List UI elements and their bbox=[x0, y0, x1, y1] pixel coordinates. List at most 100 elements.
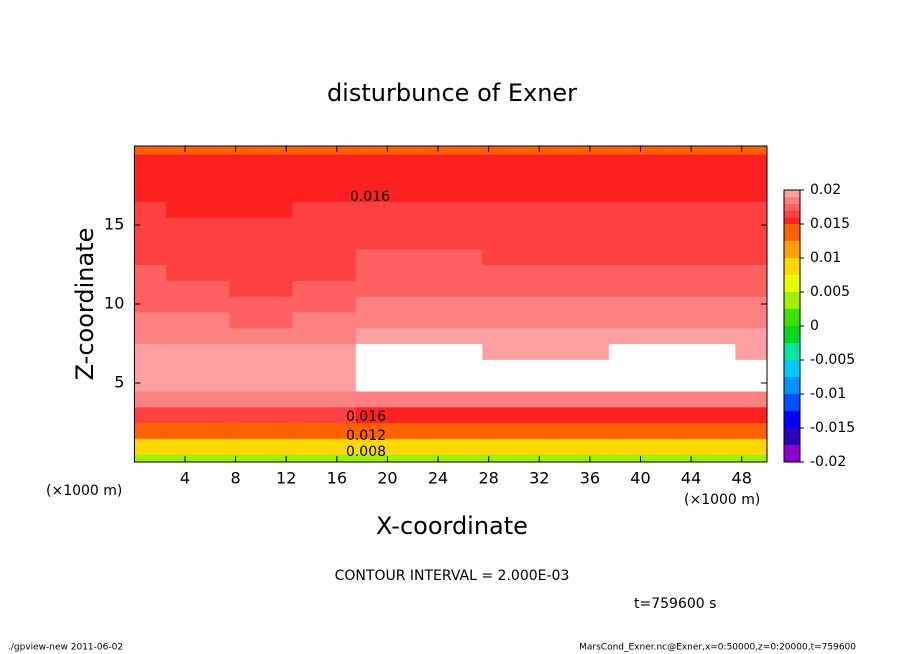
field-cell bbox=[545, 327, 610, 345]
field-cell bbox=[134, 311, 167, 329]
field-cell bbox=[229, 153, 294, 171]
field-cell bbox=[229, 185, 294, 202]
field-cell bbox=[166, 454, 230, 462]
field-cell bbox=[545, 169, 610, 187]
field-cell bbox=[355, 185, 420, 202]
field-cell bbox=[545, 296, 610, 313]
field-cell bbox=[672, 217, 736, 234]
field-cell bbox=[672, 201, 736, 218]
field-cell bbox=[672, 153, 736, 171]
field-cell bbox=[419, 153, 483, 171]
field-cell bbox=[608, 169, 673, 187]
field-cell bbox=[419, 390, 483, 408]
x-tick-label: 4 bbox=[180, 469, 190, 488]
field-cell bbox=[292, 454, 357, 462]
field-cell bbox=[672, 406, 736, 424]
field-cell bbox=[166, 169, 230, 187]
colorbar-box bbox=[784, 309, 800, 326]
colorbar-box bbox=[784, 428, 800, 445]
field-cell bbox=[355, 217, 420, 234]
field-cell bbox=[482, 201, 547, 218]
field-cell bbox=[482, 375, 547, 392]
field-cell bbox=[292, 327, 357, 345]
field-cell bbox=[672, 169, 736, 187]
field-cell bbox=[482, 422, 547, 439]
field-cell bbox=[419, 264, 483, 281]
colorbar-box bbox=[784, 394, 800, 411]
field-cell bbox=[134, 438, 167, 455]
field-cell bbox=[672, 454, 736, 462]
field-cell bbox=[355, 264, 420, 281]
colorbar-box bbox=[784, 224, 800, 241]
field-cell bbox=[482, 343, 547, 360]
field-cell bbox=[166, 217, 230, 234]
field-cell bbox=[134, 406, 167, 424]
field-cell bbox=[482, 390, 547, 408]
field-cell bbox=[292, 146, 357, 155]
field-cell bbox=[292, 153, 357, 171]
field-cell bbox=[229, 359, 294, 376]
colorbar-box bbox=[784, 326, 800, 343]
field-cell bbox=[545, 146, 610, 155]
footer-left: ./gpview-new 2011-06-02 bbox=[8, 643, 123, 653]
field-cell bbox=[608, 248, 673, 266]
field-cell bbox=[292, 280, 357, 297]
field-cell bbox=[735, 438, 767, 455]
colorbar-tick-label: 0.01 bbox=[810, 250, 841, 266]
field-cell bbox=[134, 153, 167, 171]
field-cell bbox=[229, 311, 294, 329]
field-cell bbox=[419, 217, 483, 234]
field-cell bbox=[672, 185, 736, 202]
field-cell bbox=[229, 390, 294, 408]
field-cell bbox=[672, 232, 736, 250]
field-cell bbox=[166, 343, 230, 360]
colorbar-box bbox=[784, 292, 800, 309]
field-cell bbox=[292, 311, 357, 329]
contour-label: 0.012 bbox=[346, 428, 386, 444]
field-cell bbox=[545, 311, 610, 329]
field-cell bbox=[482, 359, 547, 376]
field-cell bbox=[482, 406, 547, 424]
field-cell bbox=[292, 264, 357, 281]
x-tick-label: 28 bbox=[478, 469, 498, 488]
field-cell bbox=[735, 359, 767, 376]
field-cell bbox=[229, 146, 294, 155]
x-tick-label: 24 bbox=[428, 469, 448, 488]
field-cell bbox=[545, 248, 610, 266]
time-label: t=759600 s bbox=[634, 596, 716, 612]
field-cell bbox=[166, 327, 230, 345]
field-cell bbox=[735, 185, 767, 202]
field-cell bbox=[292, 296, 357, 313]
field-cell bbox=[482, 264, 547, 281]
field-cell bbox=[292, 185, 357, 202]
field-cell bbox=[672, 375, 736, 392]
colorbar-box bbox=[784, 190, 800, 197]
field-cell bbox=[229, 296, 294, 313]
field-cell bbox=[608, 264, 673, 281]
field-cell bbox=[545, 454, 610, 462]
field-cell bbox=[735, 343, 767, 360]
field-cell bbox=[735, 248, 767, 266]
field-cell bbox=[419, 185, 483, 202]
colorbar-tick-label: -0.015 bbox=[810, 420, 855, 436]
field-cell bbox=[355, 390, 420, 408]
field-cell bbox=[355, 422, 420, 439]
field-cell bbox=[545, 153, 610, 171]
field-cell bbox=[355, 296, 420, 313]
field-cell bbox=[419, 454, 483, 462]
field-cell bbox=[419, 375, 483, 392]
field-cell bbox=[545, 280, 610, 297]
y-tick-label: 5 bbox=[114, 373, 124, 392]
colorbar-tick-label: -0.005 bbox=[810, 352, 855, 368]
field-cell bbox=[292, 390, 357, 408]
y-tick-label: 10 bbox=[104, 294, 124, 313]
field-cell bbox=[292, 343, 357, 360]
field-cell bbox=[672, 296, 736, 313]
field-cell bbox=[229, 438, 294, 455]
field-cell bbox=[545, 438, 610, 455]
field-cell bbox=[735, 296, 767, 313]
field-cell bbox=[545, 359, 610, 376]
field-cell bbox=[229, 406, 294, 424]
field-cell bbox=[355, 327, 420, 345]
